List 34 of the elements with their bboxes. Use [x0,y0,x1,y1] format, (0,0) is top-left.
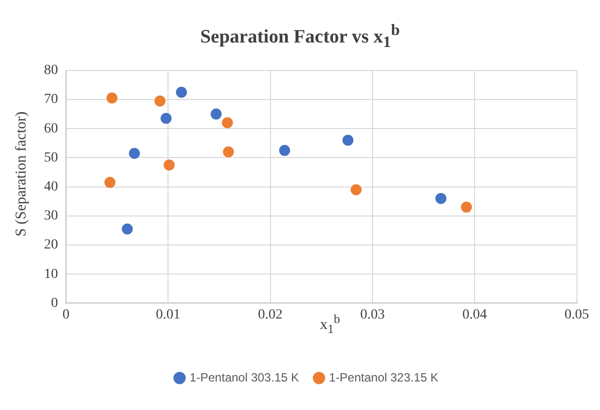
y-tick-label: 50 [44,150,58,166]
y-tick-label: 20 [44,238,58,253]
point [210,108,222,120]
y-tick-label: 30 [44,208,58,224]
x-tick-label: 0 [62,307,70,322]
legend-label: 1-Pentanol 303.15 K [190,370,300,384]
point [342,134,354,146]
point [435,192,446,204]
y-tick-label: 10 [44,266,58,282]
legend-label: 1-Pentanol 323.15 K [329,370,438,384]
x-tick-label: 0.01 [156,307,180,322]
point [128,148,140,159]
y-axis-title: S (Separation factor) [14,112,30,236]
point [122,223,133,234]
point [222,117,233,128]
point [164,159,175,170]
point [154,95,166,106]
y-tick-label: 80 [44,63,58,78]
point [350,184,362,196]
point [279,144,290,156]
point [176,86,187,98]
point [222,146,234,158]
y-tick-label: 70 [44,92,58,108]
x-tick-label: 0.05 [564,307,589,322]
x-tick-label: 0.04 [462,307,487,322]
point [104,176,116,188]
point [460,202,472,213]
y-tick-label: 0 [51,296,58,311]
y-tick-label: 60 [44,121,58,136]
x-tick-label: 0.03 [360,307,385,322]
y-tick-label: 40 [44,179,58,194]
point [160,112,172,124]
point [106,92,118,104]
x-tick-label: 0.02 [258,307,283,322]
